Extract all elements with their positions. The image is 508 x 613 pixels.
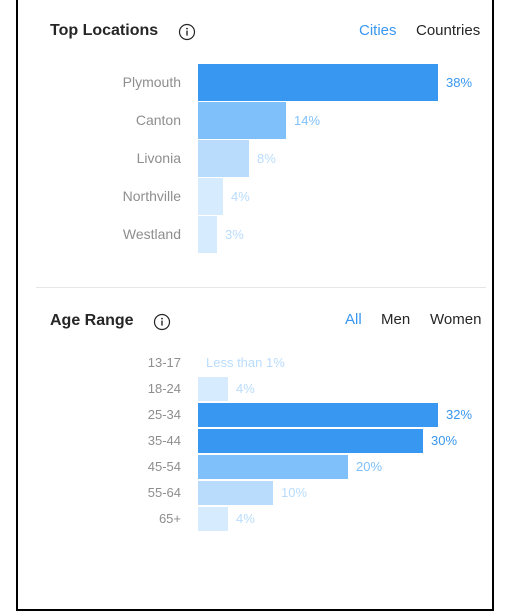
location-percent: 14% [294, 113, 321, 128]
location-label: Livonia [136, 150, 181, 166]
age-bar [198, 403, 438, 427]
age-range-title: Age Range [50, 312, 134, 329]
age-bar [198, 377, 228, 401]
location-row: Westland 3% [18, 216, 492, 253]
top-locations-section: Top Locations Cities Countries Plymouth 3… [18, 0, 492, 287]
info-icon[interactable] [153, 313, 171, 331]
age-range-section: Age Range All Men Women 13-17 Less than 1… [18, 288, 492, 588]
age-label: 45-54 [147, 459, 181, 474]
info-icon[interactable] [178, 23, 196, 41]
age-percent: 4% [236, 511, 255, 526]
tab-cities[interactable]: Cities [359, 22, 397, 39]
location-row: Plymouth 38% [18, 64, 492, 101]
age-label: 25-34 [147, 407, 181, 422]
location-percent: 8% [257, 151, 276, 166]
age-percent: 20% [356, 459, 383, 474]
location-bar [198, 102, 286, 139]
age-percent: Less than 1% [206, 355, 285, 370]
age-bar [198, 429, 423, 453]
top-locations-title: Top Locations [50, 22, 159, 39]
age-row: 55-64 10% [18, 481, 492, 505]
tab-countries[interactable]: Countries [416, 22, 481, 39]
location-label: Plymouth [122, 74, 181, 90]
location-row: Northville 4% [18, 178, 492, 215]
age-percent: 4% [236, 381, 255, 396]
location-percent: 38% [446, 75, 473, 90]
age-bar [198, 481, 273, 505]
age-row: 35-44 30% [18, 429, 492, 453]
age-bar [198, 507, 228, 531]
location-label: Northville [122, 188, 181, 204]
age-percent: 10% [281, 485, 308, 500]
age-row: 45-54 20% [18, 455, 492, 479]
location-bar [198, 216, 217, 253]
age-percent: 30% [431, 433, 458, 448]
location-row: Canton 14% [18, 102, 492, 139]
age-row: 18-24 4% [18, 377, 492, 401]
location-row: Livonia 8% [18, 140, 492, 177]
section-divider [36, 287, 486, 288]
age-label: 55-64 [147, 485, 181, 500]
location-label: Canton [135, 112, 181, 128]
location-bar [198, 140, 249, 177]
location-bar [198, 178, 223, 215]
age-label: 35-44 [147, 433, 181, 448]
location-percent: 4% [231, 189, 250, 204]
age-row: 13-17 Less than 1% [18, 351, 492, 375]
age-label: 13-17 [147, 355, 181, 370]
location-percent: 3% [225, 227, 244, 242]
location-bar [198, 64, 438, 101]
age-row: 65+ 4% [18, 507, 492, 531]
tab-men[interactable]: Men [381, 311, 411, 328]
age-percent: 32% [446, 407, 473, 422]
tab-all[interactable]: All [345, 311, 362, 328]
insights-panel: Top Locations Cities Countries Plymouth 3… [16, 0, 494, 611]
age-row: 25-34 32% [18, 403, 492, 427]
age-label: 18-24 [147, 381, 181, 396]
age-label: 65+ [158, 511, 181, 526]
location-label: Westland [122, 226, 181, 242]
tab-women[interactable]: Women [430, 311, 482, 328]
age-bar [198, 455, 348, 479]
